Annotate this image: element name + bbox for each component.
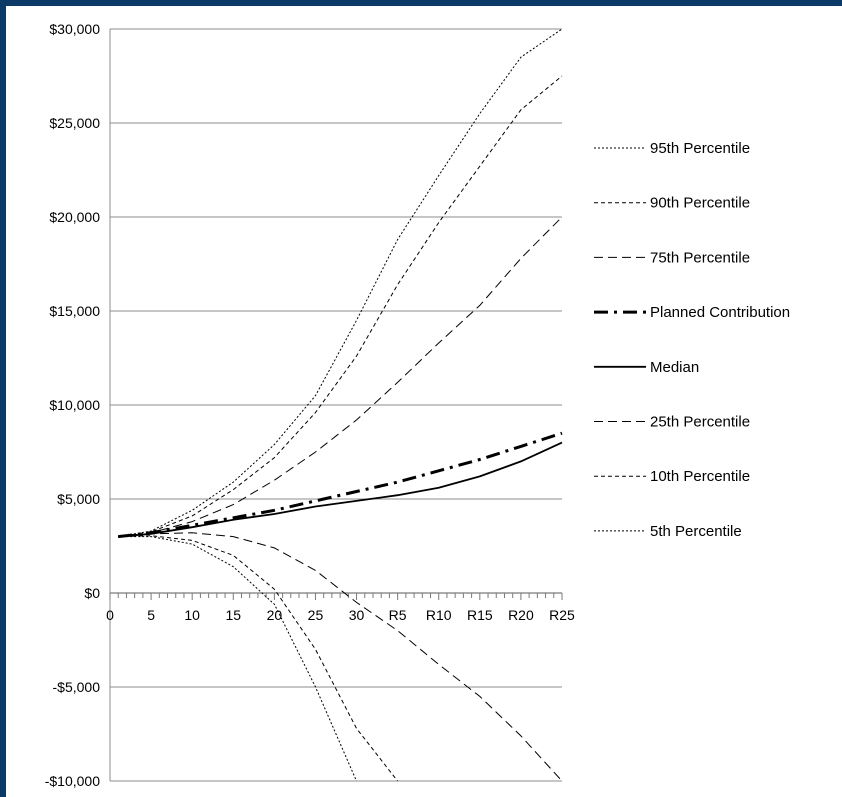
x-tick-label: R25 [549, 607, 575, 623]
y-tick-label: -$10,000 [45, 773, 100, 789]
chart-frame: -$10,000 -$5,000 $0 $5,000 $10,000 $15,000 $20… [6, 6, 842, 797]
legend-label: 5th Percentile [650, 523, 742, 540]
series-line [118, 532, 563, 782]
x-tick-label: R20 [508, 607, 534, 623]
legend-label: Planned Contribution [650, 304, 790, 321]
x-tick-label: 25 [308, 607, 324, 623]
x-tick-label: R15 [467, 607, 493, 623]
axes: -$10,000 -$5,000 $0 $5,000 $10,000 $15,000 $20… [45, 21, 575, 789]
grid-lines [110, 28, 562, 782]
x-tick-label: 30 [349, 607, 365, 623]
legend-item: 5th Percentile [594, 523, 742, 540]
legend-item: 10th Percentile [594, 468, 750, 485]
x-tick-label: R5 [389, 607, 407, 623]
y-tick-label: $25,000 [49, 115, 100, 131]
legend-label: 25th Percentile [650, 414, 750, 431]
x-tick-label: 15 [225, 607, 241, 623]
x-tick-label: 5 [147, 607, 155, 623]
legend-item: Median [594, 359, 699, 376]
x-tick-label: 20 [267, 607, 283, 623]
legend-label: 95th Percentile [650, 140, 750, 157]
y-tick-label: -$5,000 [53, 679, 101, 695]
x-tick-label: R10 [426, 607, 452, 623]
legend-item: 95th Percentile [594, 140, 750, 157]
legend-label: 90th Percentile [650, 195, 750, 212]
x-tick-label: 10 [184, 607, 200, 623]
series-lines [118, 28, 563, 782]
y-tick-label: $10,000 [49, 397, 100, 413]
series-line [118, 28, 563, 538]
series-line [118, 536, 357, 782]
legend-label: Median [650, 359, 699, 376]
percentile-line-chart: -$10,000 -$5,000 $0 $5,000 $10,000 $15,000 $20… [45, 21, 790, 789]
legend-label: 75th Percentile [650, 249, 750, 266]
legend-item: 25th Percentile [594, 414, 750, 431]
y-tick-label: $15,000 [49, 303, 100, 319]
legend-label: 10th Percentile [650, 468, 750, 485]
series-line [118, 441, 563, 538]
series-line [118, 75, 563, 538]
legend-item: Planned Contribution [594, 304, 790, 321]
y-tick-label: $5,000 [57, 491, 100, 507]
series-line [118, 535, 398, 782]
legend-item: 75th Percentile [594, 249, 750, 266]
y-tick-label: $20,000 [49, 209, 100, 225]
y-tick-label: $0 [84, 585, 100, 601]
series-line [118, 431, 563, 539]
legend: 95th Percentile 90th Percentile 75th Perce… [594, 140, 790, 540]
series-line [118, 216, 563, 538]
x-tick-label: 0 [106, 607, 114, 623]
legend-item: 90th Percentile [594, 195, 750, 212]
y-tick-label: $30,000 [49, 21, 100, 37]
